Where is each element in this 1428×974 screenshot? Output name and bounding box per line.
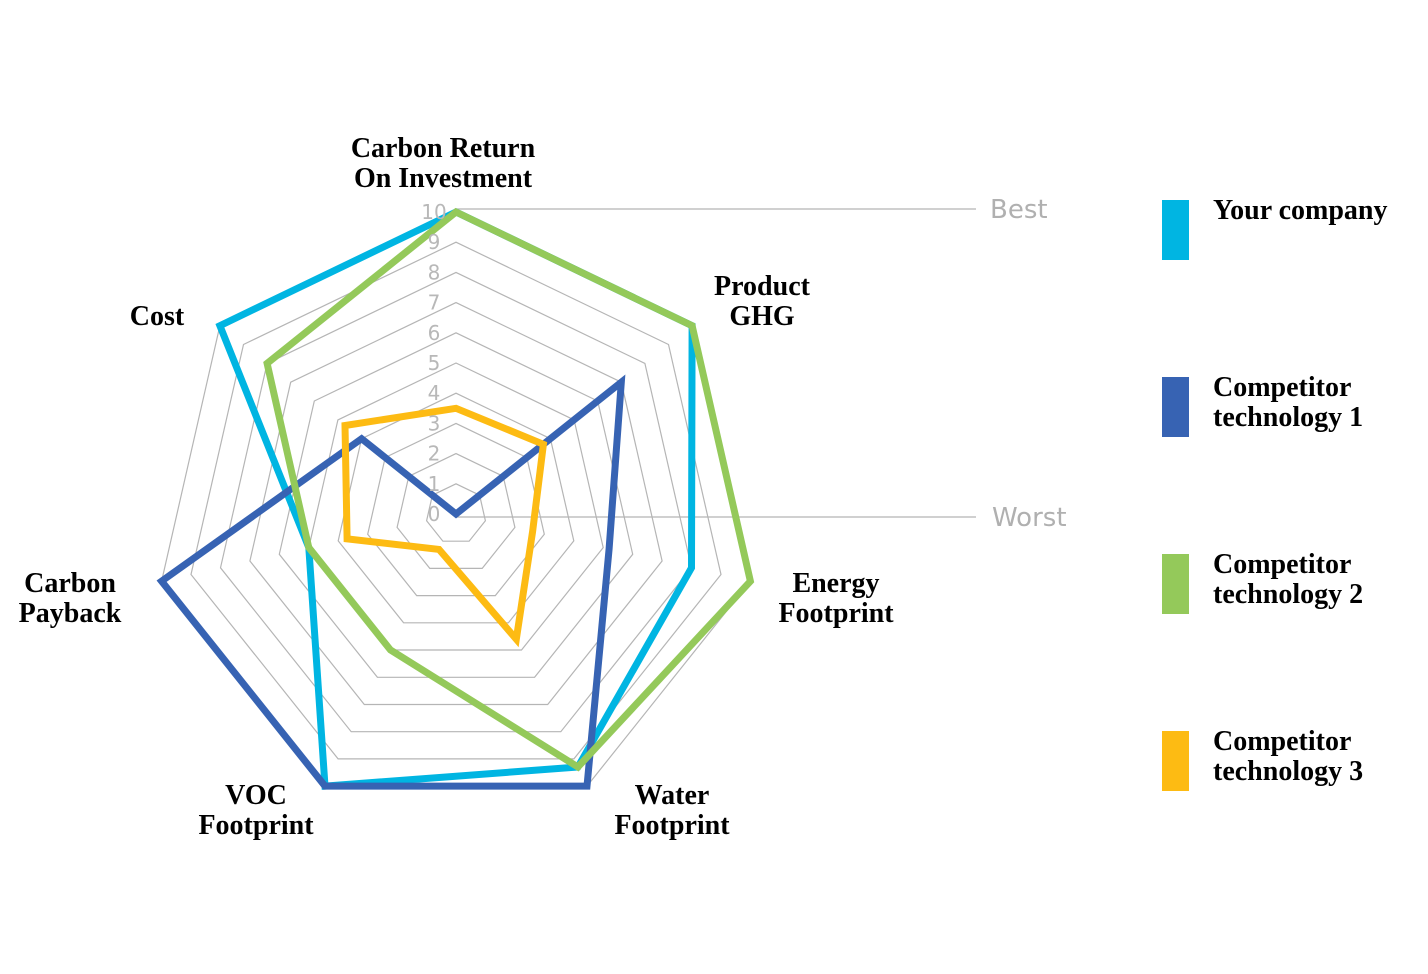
axis-label-line: GHG (729, 301, 795, 332)
grid-ring (249, 301, 663, 706)
tick-label: 3 (428, 411, 441, 435)
grid-ring (425, 483, 487, 542)
tick-label: 2 (428, 442, 441, 466)
axis-label-line: Carbon Return (351, 133, 536, 164)
scale-lines: Best Worst (456, 195, 1067, 533)
tick-label: 10 (421, 200, 446, 224)
legend-item-competitor-2: Competitor technology 2 (1162, 550, 1412, 614)
grid-ring (278, 332, 634, 678)
legend-label: Your company (1213, 195, 1388, 226)
axis-labels: Carbon Return On Investment Product GHG Ener… (19, 133, 895, 841)
tick-label: 9 (428, 230, 441, 254)
axis-label: VOC Footprint (198, 780, 314, 841)
legend-swatch (1162, 200, 1189, 260)
legend-swatch (1162, 731, 1189, 791)
axis-label-line: Energy (792, 568, 879, 599)
worst-label: Worst (992, 503, 1067, 533)
axis-label-line: Cost (130, 301, 185, 332)
legend-swatch (1162, 377, 1189, 437)
axis-label: Cost (130, 301, 185, 332)
grid-ring (337, 392, 575, 624)
best-label: Best (990, 195, 1048, 225)
legend-item-your-company: Your company (1162, 196, 1412, 260)
axis-label-line: Footprint (778, 598, 894, 629)
legend-item-competitor-3: Competitor technology 3 (1162, 727, 1412, 791)
axis-label: Product GHG (714, 271, 811, 332)
series-layer (156, 207, 755, 790)
legend-label: Competitor technology 1 (1213, 372, 1364, 433)
grid-ring (160, 211, 752, 787)
axis-label-line: Payback (19, 598, 122, 629)
axis-label-line: Product (714, 271, 811, 302)
series-line-1 (215, 208, 696, 790)
legend-swatch (1162, 554, 1189, 614)
tick-label: 1 (428, 472, 441, 496)
axis-label-line: Footprint (614, 810, 730, 841)
legend-label: Competitor technology 2 (1213, 549, 1364, 610)
grid-ring (219, 271, 693, 733)
axis-label: Water Footprint (614, 780, 730, 841)
axis-label: Energy Footprint (778, 568, 894, 629)
tick-label: 8 (428, 260, 441, 284)
tick-label: 6 (428, 321, 441, 345)
axis-label: Carbon Payback (19, 568, 122, 629)
legend-item-competitor-1: Competitor technology 1 (1162, 373, 1412, 437)
legend: Your company Competitor technology 1 Com… (1162, 196, 1412, 908)
series-line-3 (263, 207, 755, 772)
axis-label-line: On Investment (354, 163, 533, 194)
axis-label: Carbon Return On Investment (351, 133, 536, 194)
axis-label-line: Footprint (198, 810, 314, 841)
tick-labels: 0 1 2 3 4 5 6 7 8 9 10 (421, 200, 446, 526)
grid-ring (367, 422, 545, 597)
tick-label: 0 (428, 502, 441, 526)
axis-label-line: VOC (225, 780, 287, 811)
radar-grid (160, 211, 752, 787)
series-line-2 (156, 374, 626, 790)
tick-label: 5 (428, 351, 441, 375)
grid-ring (308, 362, 604, 651)
axis-label-line: Carbon (24, 568, 116, 599)
axis-label-line: Water (635, 780, 710, 811)
grid-ring (190, 241, 722, 760)
tick-label: 7 (428, 291, 441, 315)
legend-label: Competitor technology 3 (1213, 726, 1364, 787)
series-line-4 (341, 404, 548, 648)
tick-label: 4 (428, 381, 441, 405)
